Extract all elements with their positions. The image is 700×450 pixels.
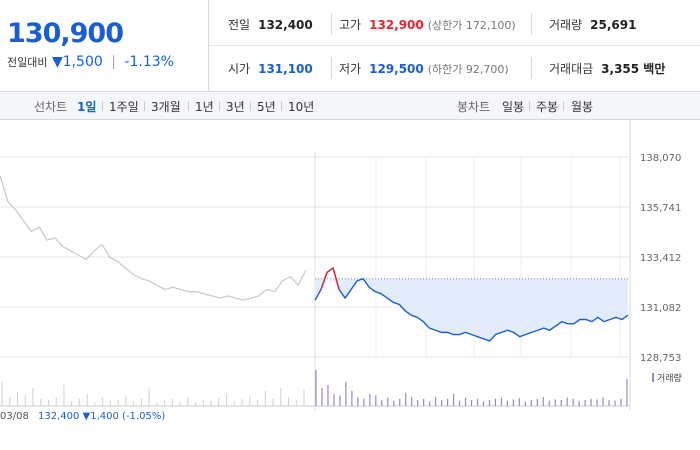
change-divider: | — [111, 54, 116, 70]
y-tick-label: 135,741 — [640, 203, 681, 214]
stats-separator — [531, 13, 532, 35]
stat-value: 132,400 — [258, 18, 313, 32]
toolbar-separator — [144, 101, 145, 111]
period-5y-button[interactable]: 5년 — [257, 100, 276, 114]
stat-label: 저가 — [339, 62, 362, 76]
stat-label: 고가 — [339, 18, 362, 32]
toolbar-separator — [563, 101, 564, 111]
volume-legend-swatch — [652, 373, 654, 382]
previous-day-line — [0, 175, 307, 301]
y-tick-label: 131,082 — [640, 303, 681, 314]
volume-legend-label: 거래량 — [657, 372, 682, 384]
stat-high: 고가 132,900 (상한가 172,100) — [339, 16, 516, 33]
chart-toolbar: 선차트 1일 1주일 3개월 1년 3년 5년 10년 봉차트 일봉 주봉 월봉 — [0, 92, 700, 120]
price-above-prev-close — [326, 267, 334, 273]
stat-value: 131,100 — [258, 62, 313, 76]
candle-daily-button[interactable]: 일봉 — [502, 100, 525, 114]
area-fill — [315, 278, 628, 341]
period-1d-button[interactable]: 1일 — [77, 100, 97, 114]
stat-value: 129,500 — [369, 62, 424, 76]
stat-value: 25,691 — [590, 18, 637, 32]
price-above-prev-close — [332, 267, 340, 290]
change-value: ▼1,500 — [51, 54, 103, 70]
stat-value: 132,900 — [369, 18, 424, 32]
quote-header: 130,900 전일대비 ▼1,500 | -1.13% 전일 132,400 고… — [0, 0, 700, 92]
period-1y-button[interactable]: 1년 — [195, 100, 214, 114]
price-above-prev-close — [320, 272, 328, 290]
toolbar-separator — [102, 101, 103, 111]
lower-limit: (하한가 92,700) — [427, 63, 509, 76]
stat-value: 3,355 백만 — [601, 62, 666, 76]
toolbar-separator — [219, 101, 220, 111]
footer-prev-date: 03/08 — [0, 411, 29, 422]
current-price: 130,900 — [7, 18, 124, 49]
toolbar-separator — [188, 101, 189, 111]
y-tick-label: 128,753 — [640, 353, 681, 364]
footer-prev-summary: 132,400 ▼1,400 (-1.05%) — [38, 411, 166, 422]
y-tick-label: 138,070 — [640, 153, 681, 164]
line-chart-label: 선차트 — [34, 100, 68, 114]
upper-limit: (상한가 172,100) — [427, 19, 516, 32]
toolbar-separator — [250, 101, 251, 111]
change-label: 전일대비 — [7, 56, 48, 69]
candle-monthly-button[interactable]: 월봉 — [571, 100, 594, 114]
change-percent: -1.13% — [124, 54, 174, 70]
chart-footer: 03/08 132,400 ▼1,400 (-1.05%) — [0, 411, 165, 422]
price-box: 130,900 전일대비 ▼1,500 | -1.13% — [0, 0, 209, 91]
stat-open: 시가 131,100 — [228, 60, 313, 77]
stats-separator — [331, 57, 332, 79]
stats-separator — [331, 13, 332, 35]
stat-volume: 거래량 25,691 — [549, 16, 636, 33]
stat-label: 시가 — [228, 62, 251, 76]
period-10y-button[interactable]: 10년 — [288, 100, 315, 114]
candle-weekly-button[interactable]: 주봉 — [536, 100, 559, 114]
period-3m-button[interactable]: 3개월 — [151, 100, 181, 114]
y-tick-label: 133,412 — [640, 253, 681, 264]
candle-chart-label: 봉차트 — [457, 100, 491, 114]
stat-low: 저가 129,500 (하한가 92,700) — [339, 60, 509, 77]
stats-divider — [209, 45, 700, 46]
stat-label: 전일 — [228, 18, 251, 32]
stat-trade-amount: 거래대금 3,355 백만 — [549, 60, 665, 77]
toolbar-separator — [529, 101, 530, 111]
stat-label: 거래대금 — [549, 62, 594, 76]
period-3y-button[interactable]: 3년 — [226, 100, 245, 114]
period-1w-button[interactable]: 1주일 — [109, 100, 139, 114]
stat-prev-close: 전일 132,400 — [228, 16, 313, 33]
stats-separator — [531, 57, 532, 79]
price-chart: 138,070135,741133,412131,082128,753거래량03… — [0, 120, 682, 410]
toolbar-separator — [281, 101, 282, 111]
change-row: 전일대비 ▼1,500 | -1.13% — [7, 54, 174, 70]
stat-label: 거래량 — [549, 18, 583, 32]
today-price-line — [314, 266, 629, 342]
